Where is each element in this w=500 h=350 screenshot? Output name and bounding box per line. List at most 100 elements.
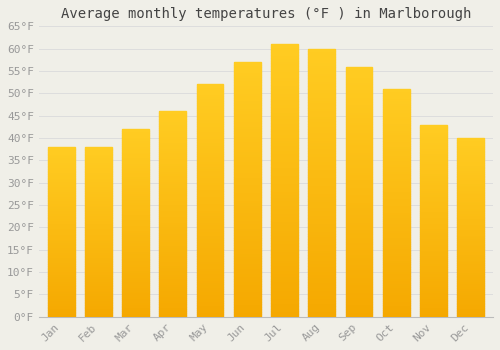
Bar — [458, 240, 484, 242]
Bar — [346, 294, 372, 297]
Bar — [196, 112, 224, 114]
Bar — [346, 287, 372, 289]
Bar — [234, 207, 260, 210]
Bar — [160, 167, 186, 169]
Bar — [48, 181, 74, 183]
Bar — [85, 264, 112, 266]
Bar — [308, 65, 335, 68]
Bar — [160, 234, 186, 237]
Bar — [85, 293, 112, 295]
Bar — [346, 299, 372, 302]
Bar — [308, 92, 335, 94]
Bar — [234, 197, 260, 199]
Bar — [122, 262, 149, 264]
Bar — [308, 250, 335, 252]
Bar — [122, 306, 149, 307]
Bar — [122, 197, 149, 198]
Bar — [234, 95, 260, 98]
Bar — [160, 173, 186, 175]
Bar — [85, 256, 112, 257]
Bar — [383, 258, 409, 260]
Bar — [271, 71, 298, 74]
Bar — [85, 215, 112, 217]
Bar — [308, 186, 335, 188]
Bar — [48, 273, 74, 274]
Bar — [458, 233, 484, 234]
Bar — [160, 292, 186, 294]
Bar — [346, 154, 372, 156]
Bar — [122, 217, 149, 219]
Bar — [196, 121, 224, 124]
Bar — [420, 288, 447, 290]
Bar — [458, 276, 484, 278]
Bar — [234, 65, 260, 67]
Bar — [48, 244, 74, 245]
Bar — [383, 173, 409, 175]
Bar — [122, 219, 149, 221]
Bar — [458, 145, 484, 147]
Bar — [122, 298, 149, 300]
Bar — [196, 105, 224, 108]
Bar — [160, 111, 186, 113]
Bar — [234, 263, 260, 266]
Bar — [48, 235, 74, 237]
Bar — [308, 97, 335, 100]
Bar — [271, 153, 298, 156]
Bar — [234, 268, 260, 271]
Bar — [308, 105, 335, 108]
Bar — [196, 198, 224, 201]
Bar — [48, 147, 74, 317]
Bar — [48, 193, 74, 195]
Bar — [458, 156, 484, 158]
Bar — [122, 247, 149, 249]
Bar — [160, 245, 186, 247]
Bar — [420, 161, 447, 163]
Bar — [85, 149, 112, 150]
Bar — [420, 229, 447, 230]
Bar — [48, 310, 74, 312]
Bar — [458, 163, 484, 165]
Bar — [458, 263, 484, 265]
Bar — [85, 191, 112, 193]
Bar — [346, 164, 372, 167]
Bar — [196, 87, 224, 89]
Bar — [271, 205, 298, 208]
Bar — [346, 312, 372, 314]
Bar — [458, 217, 484, 218]
Bar — [383, 303, 409, 306]
Bar — [420, 211, 447, 213]
Bar — [196, 114, 224, 117]
Bar — [271, 58, 298, 61]
Bar — [383, 107, 409, 109]
Bar — [383, 251, 409, 253]
Bar — [196, 89, 224, 91]
Bar — [196, 168, 224, 170]
Bar — [420, 136, 447, 138]
Bar — [420, 303, 447, 305]
Bar — [234, 131, 260, 133]
Bar — [346, 244, 372, 247]
Bar — [234, 240, 260, 243]
Bar — [271, 300, 298, 303]
Bar — [160, 259, 186, 261]
Bar — [160, 272, 186, 274]
Bar — [122, 186, 149, 187]
Bar — [48, 232, 74, 233]
Bar — [160, 126, 186, 128]
Bar — [160, 185, 186, 187]
Bar — [458, 152, 484, 154]
Bar — [308, 282, 335, 285]
Bar — [234, 156, 260, 159]
Bar — [48, 262, 74, 264]
Bar — [308, 194, 335, 196]
Bar — [196, 84, 224, 87]
Bar — [85, 276, 112, 278]
Bar — [48, 176, 74, 177]
Bar — [458, 272, 484, 274]
Bar — [234, 80, 260, 82]
Bar — [196, 256, 224, 259]
Bar — [458, 238, 484, 240]
Bar — [271, 85, 298, 88]
Bar — [458, 218, 484, 220]
Bar — [383, 315, 409, 317]
